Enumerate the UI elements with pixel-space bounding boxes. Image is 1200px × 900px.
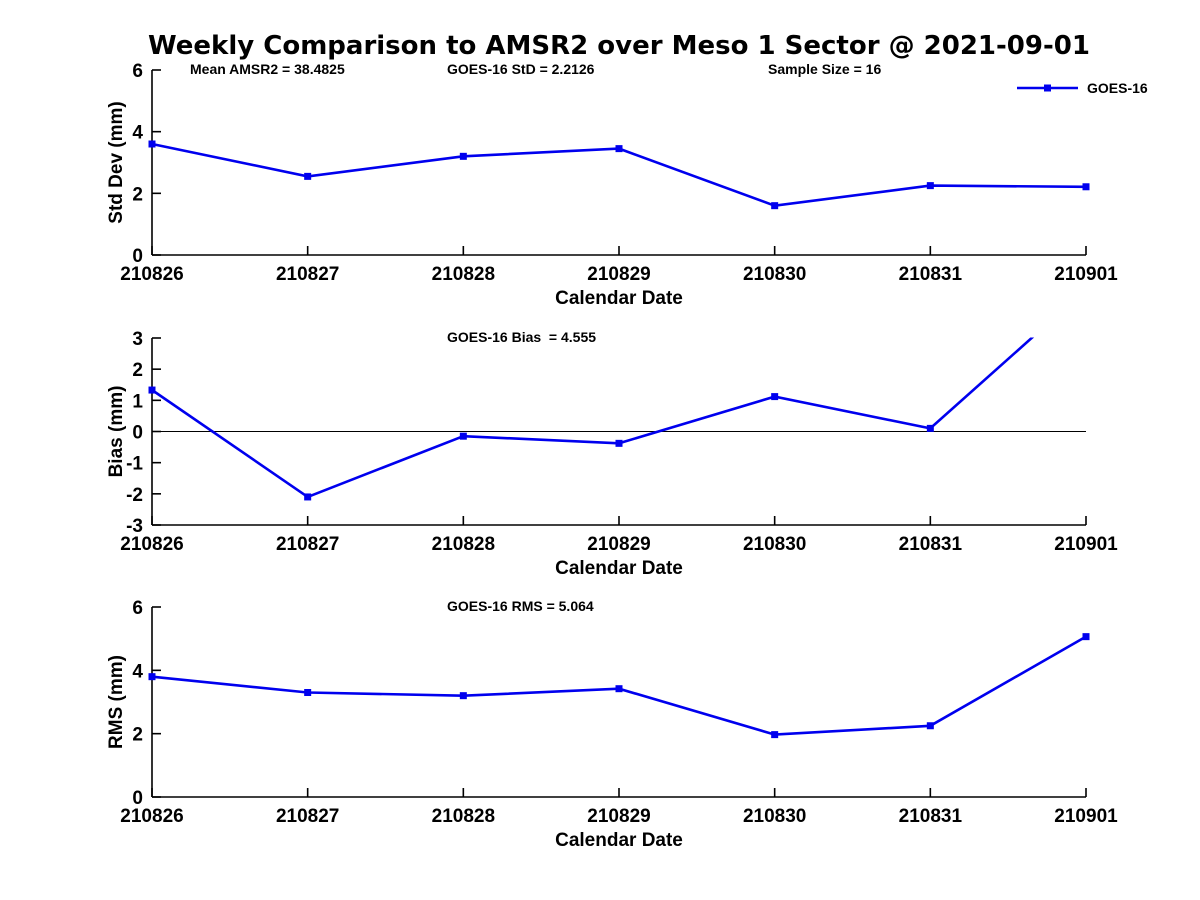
x-tick-label: 210831 bbox=[899, 534, 963, 555]
data-point-marker bbox=[1082, 183, 1090, 191]
annotation: Sample Size = 16 bbox=[768, 61, 881, 77]
y-tick-label: -3 bbox=[126, 516, 143, 537]
figure-title: Weekly Comparison to AMSR2 over Meso 1 S… bbox=[148, 31, 1090, 61]
y-tick-label: 0 bbox=[132, 423, 143, 444]
x-tick-label: 210828 bbox=[432, 264, 495, 285]
data-point-marker bbox=[926, 722, 934, 730]
y-tick-label: -1 bbox=[126, 454, 143, 475]
annotation: GOES-16 Bias = 4.555 bbox=[447, 329, 596, 345]
x-tick-label: 210829 bbox=[587, 264, 650, 285]
x-axis-label: Calendar Date bbox=[555, 288, 683, 309]
y-tick-label: 6 bbox=[132, 61, 143, 82]
data-point-marker bbox=[148, 140, 156, 148]
x-axis-label: Calendar Date bbox=[555, 830, 683, 851]
data-point-marker bbox=[1083, 286, 1090, 293]
annotation: GOES-16 RMS = 5.064 bbox=[447, 598, 594, 614]
series-group bbox=[148, 633, 1090, 739]
y-axis-label: Bias (mm) bbox=[106, 386, 127, 478]
y-tick-label: -2 bbox=[126, 485, 143, 506]
series-line bbox=[151, 142, 1087, 208]
data-point-marker bbox=[615, 685, 623, 693]
data-point-marker bbox=[926, 424, 934, 432]
x-tick-label: 210826 bbox=[120, 534, 183, 555]
x-tick-label: 210901 bbox=[1054, 264, 1118, 285]
data-point-marker bbox=[148, 673, 156, 681]
x-tick-label: 210827 bbox=[276, 534, 339, 555]
x-tick-label: 210830 bbox=[743, 534, 806, 555]
data-point-marker bbox=[771, 202, 779, 210]
series-group bbox=[148, 286, 1090, 501]
annotation: Mean AMSR2 = 38.4825 bbox=[190, 61, 345, 77]
x-tick-label: 210831 bbox=[899, 264, 963, 285]
legend: GOES-16 bbox=[1017, 80, 1148, 96]
data-point-marker bbox=[304, 493, 312, 501]
x-tick-label: 210829 bbox=[587, 534, 650, 555]
y-tick-label: 6 bbox=[132, 598, 143, 619]
subplot-rms: 0 2 4 6 210826 210827 210828 210829 210830 210831… bbox=[106, 598, 1118, 851]
x-axis-label: Calendar Date bbox=[555, 558, 683, 579]
x-tick-label: 210828 bbox=[432, 806, 495, 827]
data-point-marker bbox=[1082, 633, 1090, 641]
x-tick-label: 210830 bbox=[743, 264, 806, 285]
x-tick-label: 210831 bbox=[899, 806, 963, 827]
data-point-marker bbox=[771, 731, 779, 739]
data-point-marker bbox=[459, 432, 467, 440]
data-point-marker bbox=[615, 145, 623, 153]
y-tick-label: 2 bbox=[132, 725, 143, 746]
x-tick-label: 210901 bbox=[1054, 534, 1118, 555]
series-line bbox=[151, 337, 1035, 499]
x-tick-label: 210829 bbox=[587, 806, 650, 827]
legend-label: GOES-16 bbox=[1087, 80, 1148, 96]
y-tick-label: 4 bbox=[132, 123, 143, 144]
data-point-marker bbox=[771, 393, 779, 401]
x-tick-label: 210828 bbox=[432, 534, 495, 555]
x-tick-label: 210830 bbox=[743, 806, 806, 827]
y-axis-label: Std Dev (mm) bbox=[106, 101, 127, 223]
x-tick-label: 210827 bbox=[276, 806, 339, 827]
subplot-std-dev: 0 2 4 6 210826 210827 210828 210829 210830 210831… bbox=[106, 61, 1148, 309]
data-point-marker bbox=[304, 689, 312, 696]
x-tick-label: 210827 bbox=[276, 264, 339, 285]
data-point-marker bbox=[148, 386, 156, 394]
y-tick-label: 3 bbox=[132, 329, 143, 350]
data-point-marker bbox=[615, 439, 623, 447]
data-point-marker bbox=[459, 152, 467, 160]
y-tick-label: 0 bbox=[132, 788, 143, 809]
y-axis-label: RMS (mm) bbox=[106, 655, 127, 749]
annotation: GOES-16 StD = 2.2126 bbox=[447, 61, 595, 77]
data-point-marker bbox=[926, 182, 934, 190]
data-point-marker bbox=[459, 692, 467, 700]
data-point-marker bbox=[304, 172, 312, 180]
subplot-bias: -3 -2 -1 0 1 2 3 210826 210827 210828 210829 210830… bbox=[106, 286, 1118, 579]
series-group bbox=[148, 140, 1090, 210]
x-tick-label: 210901 bbox=[1054, 806, 1118, 827]
y-tick-label: 2 bbox=[132, 360, 143, 381]
y-tick-label: 1 bbox=[132, 391, 143, 412]
x-tick-label: 210826 bbox=[120, 806, 183, 827]
x-tick-label: 210826 bbox=[120, 264, 183, 285]
y-tick-label: 0 bbox=[132, 246, 143, 267]
y-tick-label: 2 bbox=[132, 184, 143, 205]
y-tick-label: 4 bbox=[132, 661, 143, 682]
legend-marker bbox=[1044, 84, 1051, 92]
